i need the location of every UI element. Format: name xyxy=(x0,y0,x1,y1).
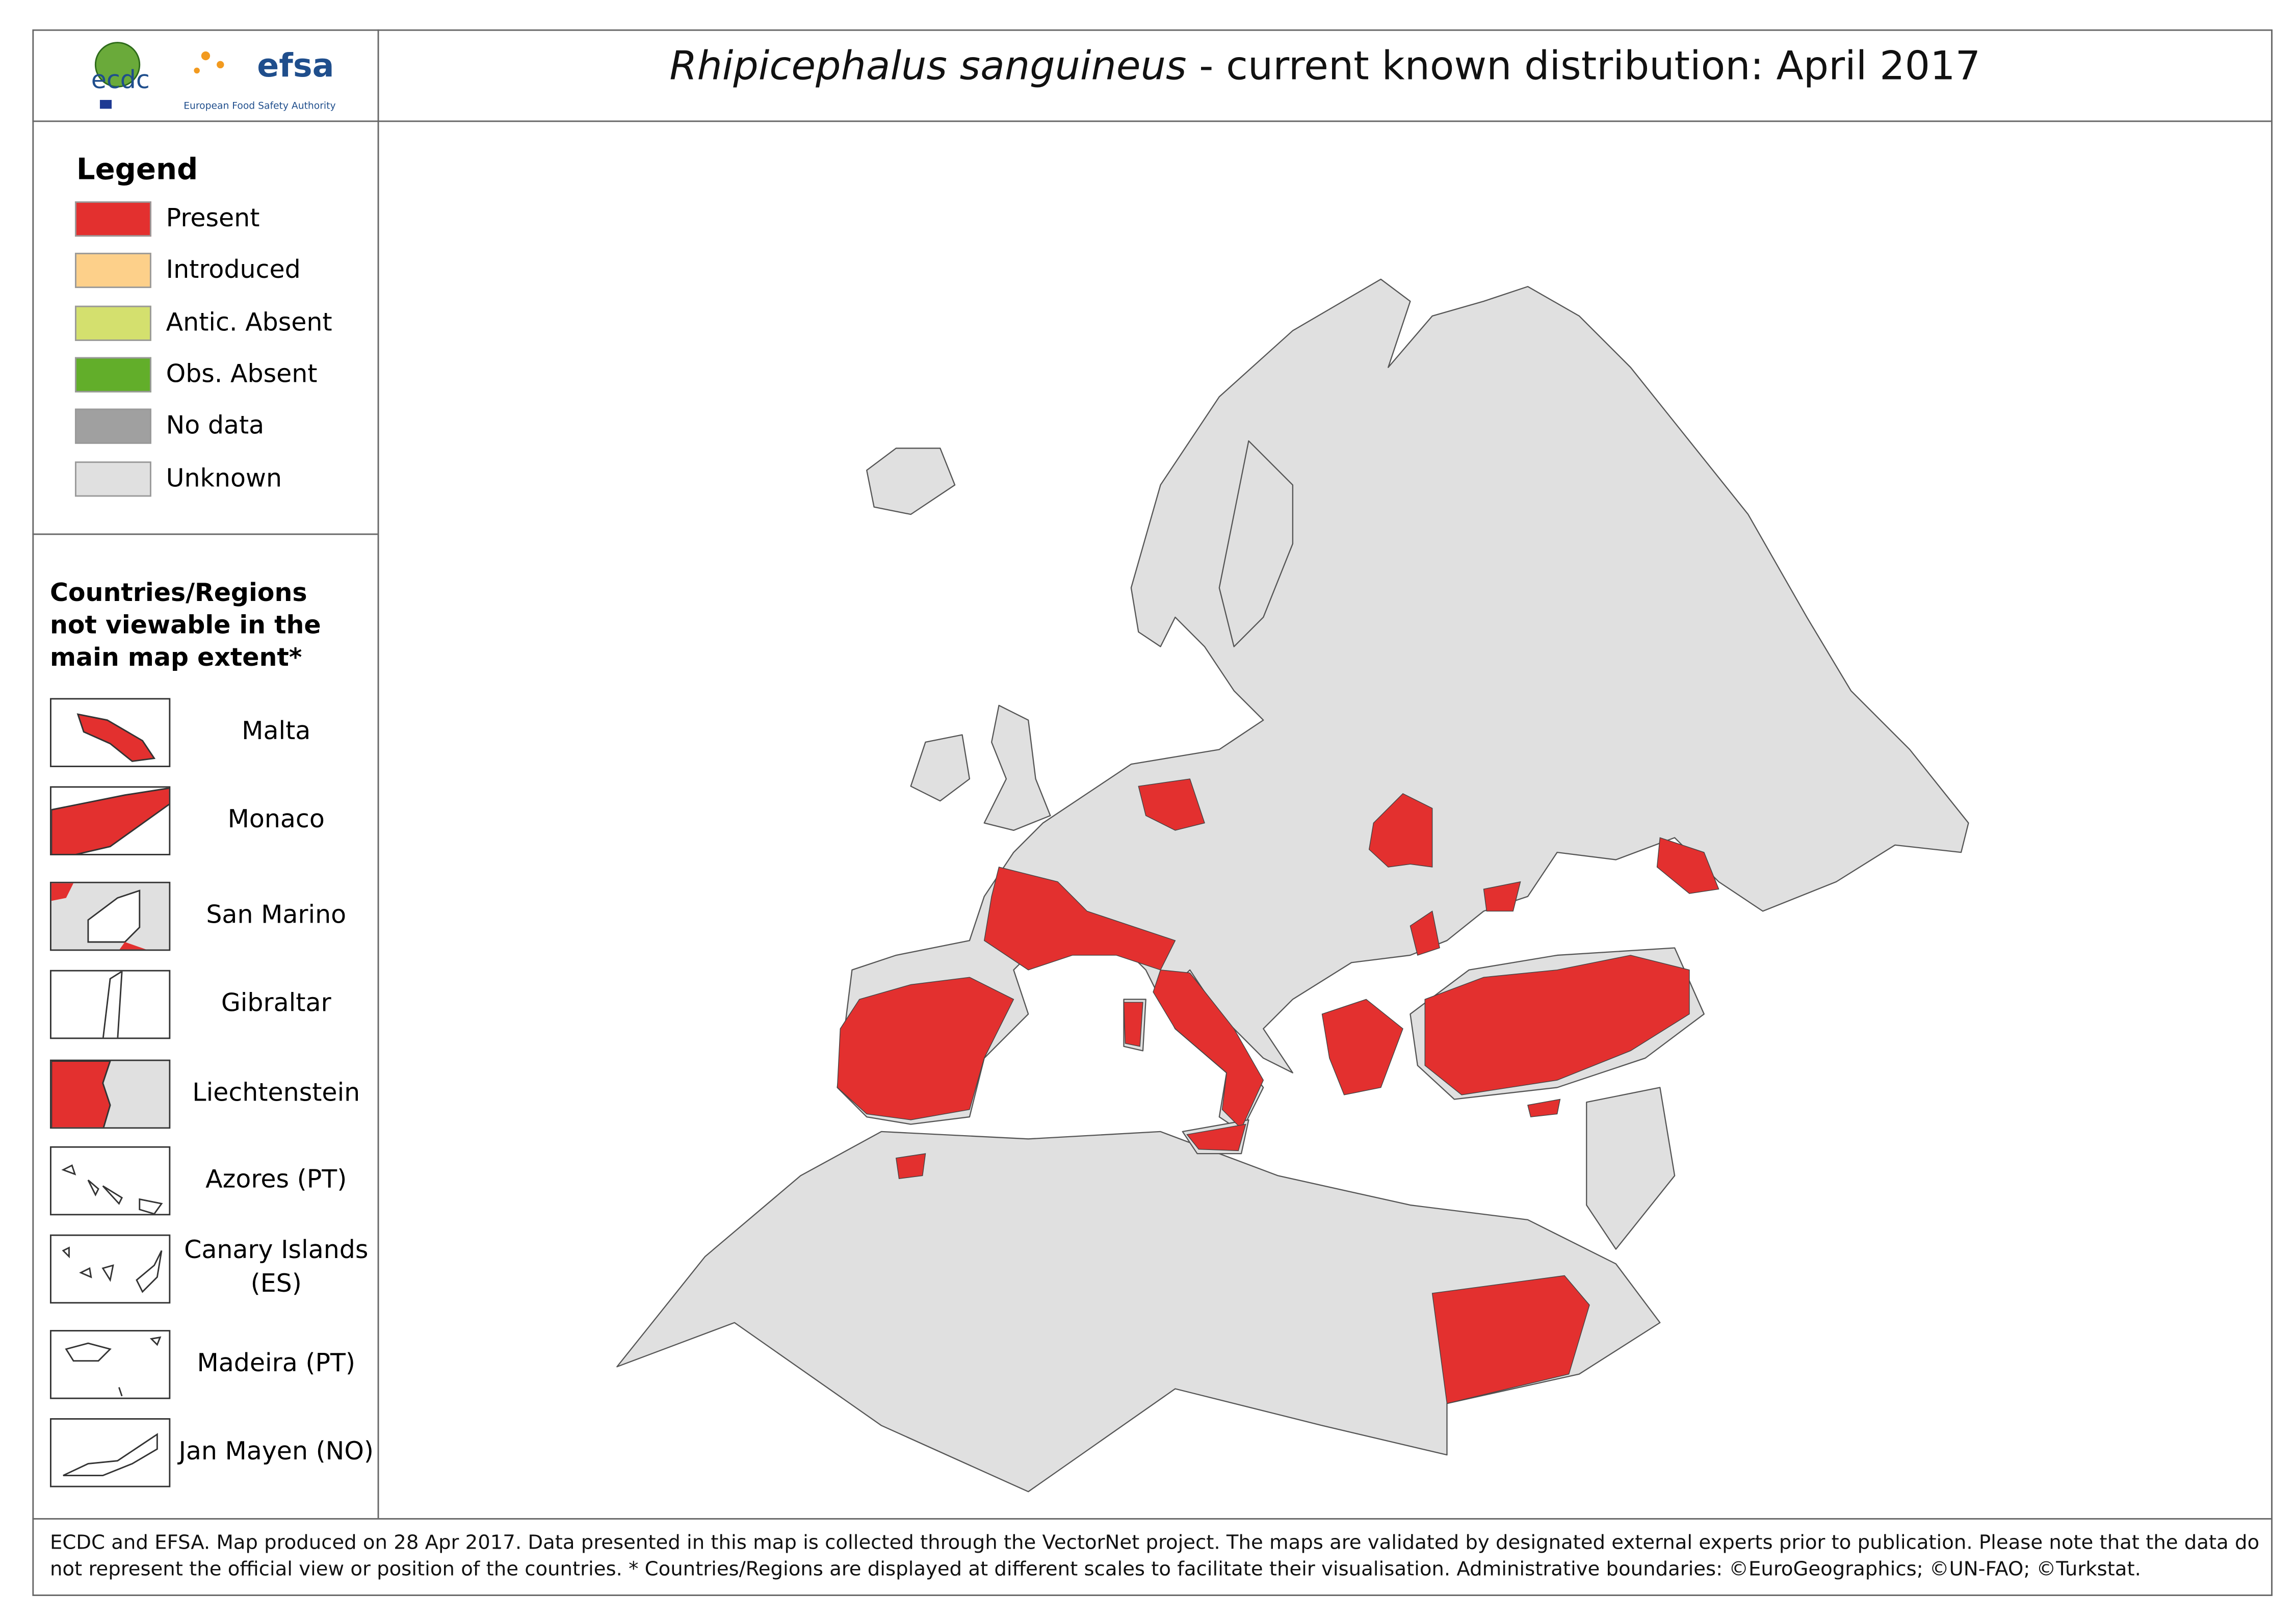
land xyxy=(837,278,1969,1133)
legend-swatch xyxy=(74,408,151,444)
inset-label: Jan Mayen (NO) xyxy=(178,1436,374,1466)
logos: ecdc efsa European Food Safety Authority xyxy=(91,42,336,111)
present-area xyxy=(896,1153,926,1179)
title: Rhipicephalus sanguineus - current known… xyxy=(378,44,2273,89)
inset-map xyxy=(102,971,123,1038)
inset-box xyxy=(49,1146,171,1216)
legend-swatch xyxy=(74,252,151,289)
inset-box xyxy=(49,1234,171,1304)
efsa-stars xyxy=(217,61,224,69)
inset-box xyxy=(49,1330,171,1399)
inset-label: Gibraltar xyxy=(221,988,331,1018)
frame xyxy=(32,29,2273,1596)
legend-swatch xyxy=(74,305,151,341)
inset-box xyxy=(49,881,171,951)
divider xyxy=(32,120,2273,122)
efsa-stars xyxy=(194,67,200,74)
inset-box xyxy=(49,970,171,1039)
inset-label: Azores (PT) xyxy=(205,1164,347,1194)
inset-label: Malta xyxy=(242,716,311,746)
inset-box xyxy=(49,1418,171,1487)
inset-map xyxy=(63,1433,158,1476)
land xyxy=(1586,1087,1676,1250)
ecdc-globe xyxy=(94,42,141,88)
inset-map xyxy=(76,713,156,762)
inset-map xyxy=(51,788,169,854)
legend-title: Legend xyxy=(76,151,198,187)
inset-box xyxy=(49,786,171,855)
ecdc-logo: ecdc xyxy=(91,65,150,94)
present-area xyxy=(1424,955,1690,1095)
inset-box xyxy=(49,698,171,767)
present-area xyxy=(1153,970,1264,1130)
present-area xyxy=(1123,1002,1143,1047)
present-area xyxy=(1527,1099,1561,1117)
present-area xyxy=(1483,881,1521,912)
land xyxy=(1218,440,1294,647)
divider xyxy=(377,29,379,1519)
footer: ECDC and EFSA. Map produced on 28 Apr 20… xyxy=(49,1532,2260,1582)
present-area xyxy=(1186,1123,1246,1152)
legend-label: Unknown xyxy=(166,464,282,494)
present-area xyxy=(1138,778,1205,831)
inset-map xyxy=(61,1164,163,1214)
inset-map xyxy=(51,1061,169,1128)
legend-swatch xyxy=(74,357,151,393)
legend-label: Antic. Absent xyxy=(166,308,332,338)
legend-swatch xyxy=(74,201,151,237)
inset-map xyxy=(65,1336,162,1397)
present-area xyxy=(983,867,1176,971)
inset-label: Madeira (PT) xyxy=(197,1348,356,1378)
efsa-caption: European Food Safety Authority xyxy=(184,100,335,111)
present-area xyxy=(1321,999,1403,1095)
inset-label: Monaco xyxy=(227,804,325,834)
inset-box xyxy=(49,1059,171,1129)
title-species: Rhipicephalus sanguineus xyxy=(669,44,1187,90)
present-area xyxy=(1431,1275,1590,1404)
land xyxy=(910,734,971,802)
present-area xyxy=(837,977,1014,1120)
present-area xyxy=(1368,793,1433,868)
legend-label: No data xyxy=(166,411,265,441)
inset-title: Countries/Regions not viewable in the ma… xyxy=(49,579,321,673)
inset-label: Liechtenstein xyxy=(192,1078,360,1108)
present-area xyxy=(1656,837,1719,894)
land xyxy=(866,448,956,515)
inset-map xyxy=(51,883,169,950)
inset-label: San Marino xyxy=(206,900,347,930)
legend-label: Obs. Absent xyxy=(166,360,318,389)
present-area xyxy=(1410,910,1440,956)
divider xyxy=(32,1518,2273,1520)
efsa-stars xyxy=(201,51,211,61)
inset-label: Canary Islands (ES) xyxy=(184,1236,369,1299)
land xyxy=(983,704,1051,831)
efsa-logo: efsa xyxy=(257,46,334,84)
title-text: - current known distribution: April 2017 xyxy=(1186,44,1981,90)
legend-swatch xyxy=(74,461,151,497)
inset-map xyxy=(62,1246,163,1293)
divider xyxy=(32,533,378,535)
land xyxy=(616,1131,1661,1493)
legend-label: Present xyxy=(166,204,260,234)
legend-label: Introduced xyxy=(166,255,301,285)
eu-flag xyxy=(99,100,112,109)
